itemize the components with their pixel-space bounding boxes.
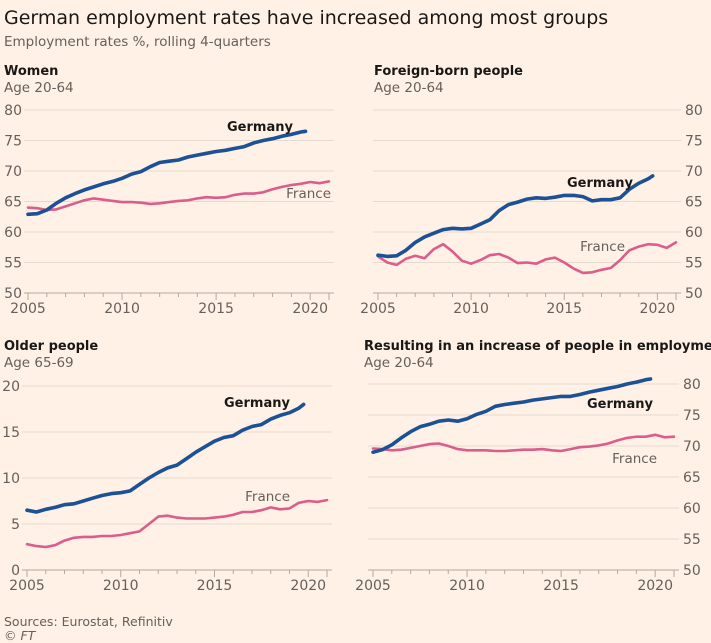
y-tick-label: 75 (683, 408, 701, 424)
y-tick-label: 50 (4, 286, 22, 302)
x-tick-label: 2010 (453, 301, 489, 317)
series-line-germany (371, 377, 653, 454)
panel-subtitle: Age 20-64 (374, 80, 444, 96)
panel-title: Resulting in an increase of people in em… (364, 339, 711, 354)
series-line-france (371, 433, 676, 453)
x-tick-label: 2010 (449, 578, 485, 594)
x-tick-label: 2020 (637, 578, 673, 594)
y-tick-label: 60 (683, 501, 701, 517)
series-line-germany (376, 174, 655, 259)
y-tick-label: 20 (2, 379, 20, 395)
y-tick-label: 10 (2, 471, 20, 487)
y-tick-label: 65 (685, 195, 703, 211)
series-line-france (376, 241, 678, 275)
y-tick-label: 80 (685, 103, 703, 119)
y-tick-label: 70 (683, 439, 701, 455)
series-label-france: France (612, 451, 657, 467)
panel-4: Resulting in an increase of people in em… (355, 339, 711, 594)
source-note: Sources: Eurostat, Refinitiv (4, 614, 173, 629)
x-tick-label: 2010 (104, 301, 140, 317)
y-tick-label: 80 (4, 103, 22, 119)
series-label-france: France (580, 239, 625, 255)
x-tick-label: 2015 (197, 578, 233, 594)
y-tick-label: 60 (685, 225, 703, 241)
x-tick-label: 2005 (9, 578, 45, 594)
y-tick-label: 55 (685, 256, 703, 272)
x-tick-label: 2005 (360, 301, 396, 317)
x-tick-label: 2005 (355, 578, 391, 594)
series-label-germany: Germany (587, 397, 653, 412)
x-tick-label: 2020 (290, 578, 326, 594)
panel-subtitle: Age 65-69 (4, 355, 74, 371)
x-tick-label: 2005 (10, 301, 46, 317)
series-label-france: France (245, 489, 290, 505)
series-label-france: France (286, 186, 331, 202)
panel-title: Women (4, 64, 58, 79)
x-tick-label: 2020 (640, 301, 676, 317)
y-tick-label: 50 (685, 286, 703, 302)
y-tick-label: 70 (685, 164, 703, 180)
panel-title: Foreign-born people (374, 64, 523, 79)
x-tick-label: 2015 (198, 301, 234, 317)
panel-subtitle: Age 20-64 (364, 355, 434, 371)
series-line-germany (26, 129, 308, 217)
copyright: © FT (4, 628, 37, 643)
y-tick-label: 75 (685, 134, 703, 150)
y-tick-label: 55 (4, 256, 22, 272)
series-label-germany: Germany (224, 396, 290, 411)
y-tick-label: 65 (4, 195, 22, 211)
y-tick-label: 15 (2, 425, 20, 441)
y-tick-label: 70 (4, 164, 22, 180)
y-tick-label: 60 (4, 225, 22, 241)
x-tick-label: 2015 (543, 578, 579, 594)
chart-title: German employment rates have increased a… (4, 7, 608, 29)
series-line-germany (25, 402, 306, 514)
y-tick-label: 50 (683, 563, 701, 579)
y-tick-label: 0 (11, 563, 20, 579)
panel-subtitle: Age 20-64 (4, 80, 74, 96)
series-label-germany: Germany (227, 120, 293, 135)
x-tick-label: 2015 (546, 301, 582, 317)
panel-title: Older people (4, 339, 98, 354)
x-tick-label: 2020 (292, 301, 328, 317)
y-tick-label: 5 (11, 517, 20, 533)
y-tick-label: 65 (683, 470, 701, 486)
y-tick-label: 55 (683, 532, 701, 548)
series-line-france (25, 498, 329, 549)
x-tick-label: 2010 (103, 578, 139, 594)
series-line-france (26, 180, 331, 212)
y-tick-label: 75 (4, 134, 22, 150)
y-tick-label: 80 (683, 377, 701, 393)
chart-subtitle: Employment rates %, rolling 4-quarters (4, 34, 271, 50)
series-label-germany: Germany (567, 176, 633, 191)
